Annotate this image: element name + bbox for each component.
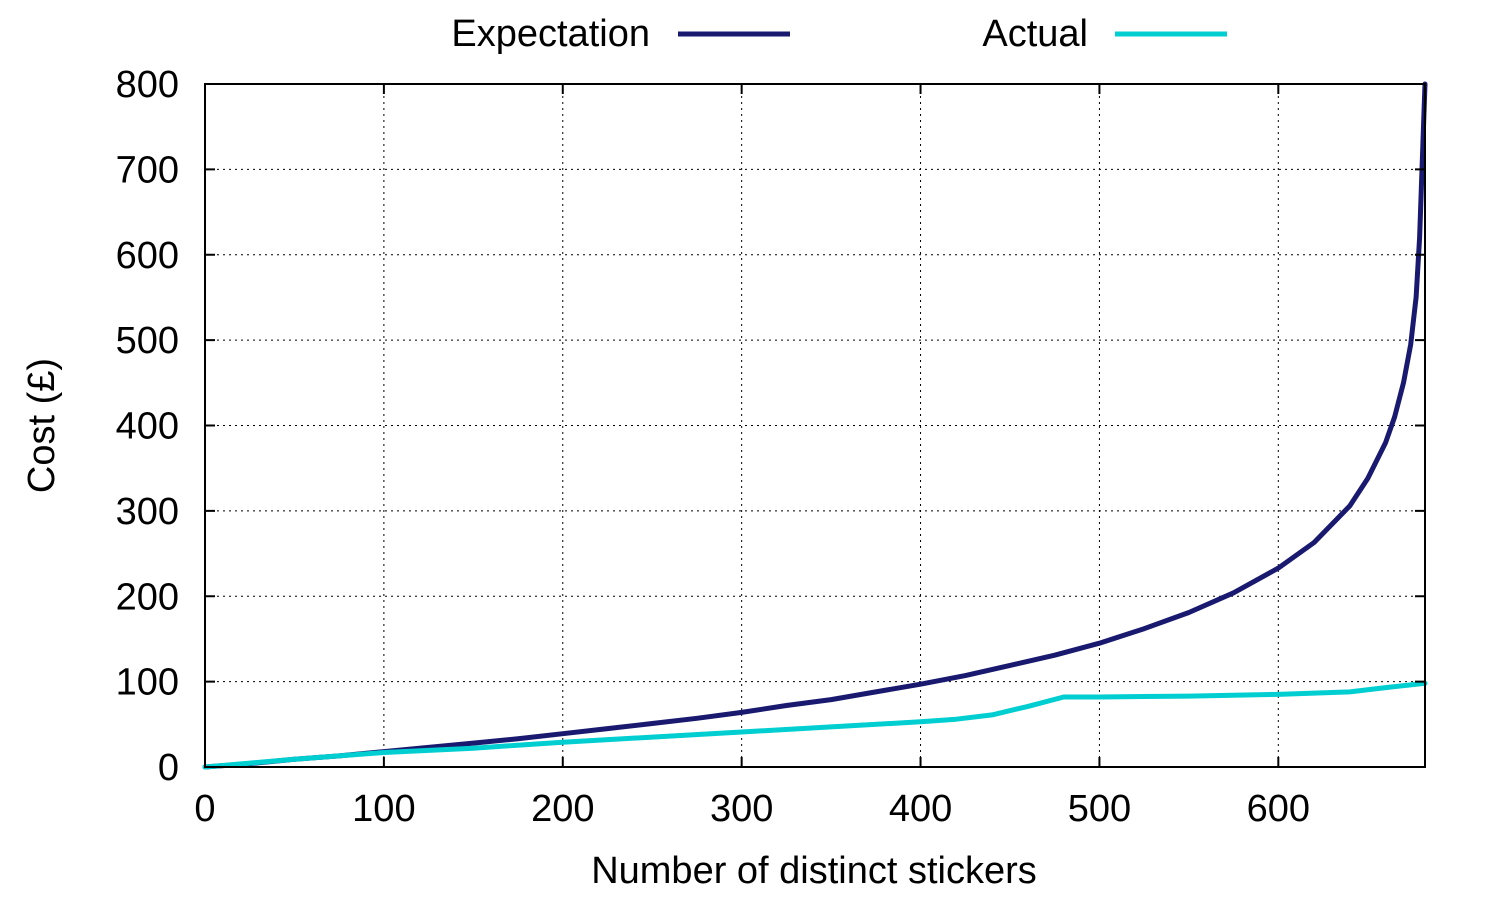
series-line-actual xyxy=(202,680,1428,770)
y-tick-label: 800 xyxy=(116,64,179,106)
x-tick-label: 0 xyxy=(194,788,215,830)
axis-ticks: 0 100 200 300 400 500 600 0 100 200 300 400 500 600 70… xyxy=(116,64,1425,830)
x-tick-label: 600 xyxy=(1247,788,1310,830)
x-tick-label: 400 xyxy=(889,788,952,830)
x-tick-label: 200 xyxy=(531,788,594,830)
y-tick-label: 600 xyxy=(116,235,179,277)
y-axis-label: Cost (£) xyxy=(21,358,63,493)
plot-frame xyxy=(204,83,1426,768)
y-tick-label: 300 xyxy=(116,491,179,533)
legend-label-expectation: Expectation xyxy=(451,13,650,55)
y-tick-label: 700 xyxy=(116,149,179,191)
series-line-expectation xyxy=(202,81,1428,770)
grid-lines xyxy=(205,84,1425,767)
y-tick-label: 500 xyxy=(116,320,179,362)
x-axis-label: Number of distinct stickers xyxy=(591,850,1037,892)
y-tick-label: 0 xyxy=(158,747,179,789)
y-tick-label: 100 xyxy=(116,662,179,704)
y-tick-label: 200 xyxy=(116,576,179,618)
y-tick-label: 400 xyxy=(116,406,179,448)
legend: Expectation Actual xyxy=(451,13,1227,55)
x-tick-label: 300 xyxy=(710,788,773,830)
series-lines xyxy=(202,81,1428,770)
legend-label-actual: Actual xyxy=(982,13,1088,55)
x-tick-label: 500 xyxy=(1068,788,1131,830)
x-tick-label: 100 xyxy=(352,788,415,830)
